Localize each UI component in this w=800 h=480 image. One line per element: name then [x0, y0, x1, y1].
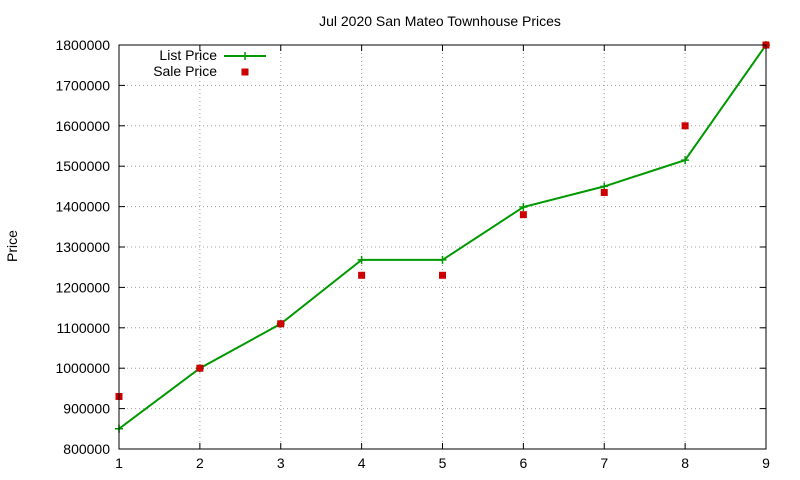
legend-marker-sale-price — [241, 68, 249, 76]
list-price-line — [118, 44, 767, 430]
x-tick-label: 6 — [519, 455, 527, 471]
sale-price-point — [681, 122, 689, 130]
x-tick-label: 2 — [196, 455, 204, 471]
sale-price-point — [277, 320, 285, 328]
y-tick-label: 1200000 — [55, 279, 110, 295]
x-tick-label: 9 — [762, 455, 770, 471]
y-tick-label: 1400000 — [55, 199, 110, 215]
y-tick-label: 800000 — [63, 441, 110, 457]
x-tick-label: 3 — [277, 455, 285, 471]
y-axis-label: Price — [4, 230, 20, 262]
y-tick-label: 1000000 — [55, 360, 110, 376]
sale-price-point — [600, 188, 608, 196]
y-tick-label: 1100000 — [57, 320, 111, 336]
x-tick-label: 7 — [600, 455, 608, 471]
grid-lines — [118, 44, 767, 450]
legend-marker-list-price — [241, 52, 249, 60]
list-price-point — [357, 255, 366, 264]
legend: List Price Sale Price — [153, 47, 266, 79]
sale-price-point — [196, 364, 204, 372]
x-tick-label: 5 — [439, 455, 447, 471]
list-price-point — [519, 203, 528, 212]
sale-price-point — [358, 271, 366, 279]
data-series — [115, 41, 770, 433]
list-price-point — [681, 156, 690, 165]
x-tick-label: 1 — [115, 455, 123, 471]
y-tick-label: 1600000 — [55, 118, 110, 134]
x-tick-label: 4 — [358, 455, 366, 471]
y-tick-label: 1500000 — [55, 158, 110, 174]
chart-title: Jul 2020 San Mateo Townhouse Prices — [319, 13, 561, 29]
legend-label-list-price: List Price — [159, 47, 217, 63]
y-tick-label: 900000 — [63, 401, 110, 417]
x-tick-label: 8 — [681, 455, 689, 471]
sale-price-point — [519, 211, 527, 219]
axis-ticks: 800000 900000 1000000 1100000 1200000 1300000… — [55, 37, 770, 471]
list-price-point — [438, 255, 447, 264]
y-tick-label: 1700000 — [55, 77, 110, 93]
y-tick-label: 1300000 — [55, 239, 110, 255]
legend-label-sale-price: Sale Price — [153, 63, 217, 79]
y-tick-label: 1800000 — [55, 37, 110, 53]
plot-frame — [118, 44, 767, 450]
sale-price-point — [439, 271, 446, 279]
